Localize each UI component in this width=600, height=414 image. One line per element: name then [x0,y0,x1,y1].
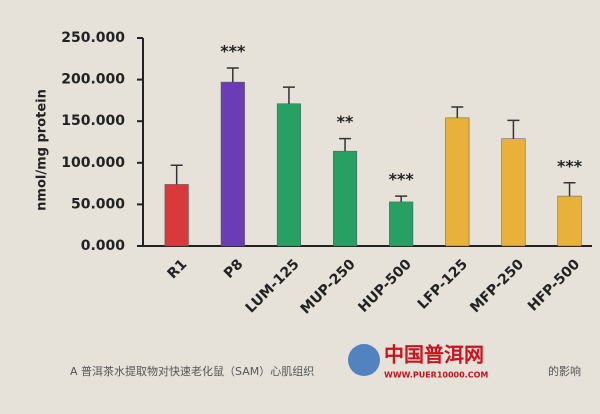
error-bar [170,164,183,185]
error-bar [507,119,520,139]
caption: A 普洱茶水提取物对快速老化鼠（SAM）心肌组织 [70,364,314,378]
x-tick-label: LFP-125 [415,256,471,312]
y-tick-label: 250.000 [61,30,125,46]
bar [445,117,470,247]
y-tick-label: 0.000 [81,238,126,254]
bar [501,138,526,247]
watermark: 中国普洱网 [384,343,484,367]
bar [220,81,245,247]
significance: *** [557,156,583,175]
caption-end: 的影响 [548,364,581,378]
bar [333,150,358,247]
x-tick-label: HUP-500 [355,256,415,316]
error-bar [395,195,408,202]
error-bar [451,106,464,118]
y-tick-label: 50.000 [71,196,125,212]
x-tick-label: HFP-500 [525,256,583,314]
error-bar [339,137,352,152]
significance: *** [389,170,415,189]
bar [389,201,414,247]
y-axis-label: nmol/mg protein [35,89,50,211]
watermark-url: WWW.PUER10000.COM [384,371,488,380]
bar [276,103,301,247]
x-tick-label: P8 [221,256,246,281]
error-bar [563,182,576,197]
y-tick-label: 100.000 [61,155,125,171]
x-tick-label: MUP-250 [298,256,359,317]
significance: *** [220,41,246,60]
x-tick-label: LUM-125 [243,256,303,316]
y-tick-label: 150.000 [61,113,125,129]
y-tick-label: 200.000 [61,72,125,88]
bar [164,184,189,247]
watermark-logo [348,344,380,376]
x-tick-label: R1 [165,256,191,282]
significance: ** [337,112,354,131]
bar [557,195,582,247]
error-bar [282,86,295,104]
error-bar [226,67,239,83]
x-tick-label: MFP-250 [467,256,527,316]
